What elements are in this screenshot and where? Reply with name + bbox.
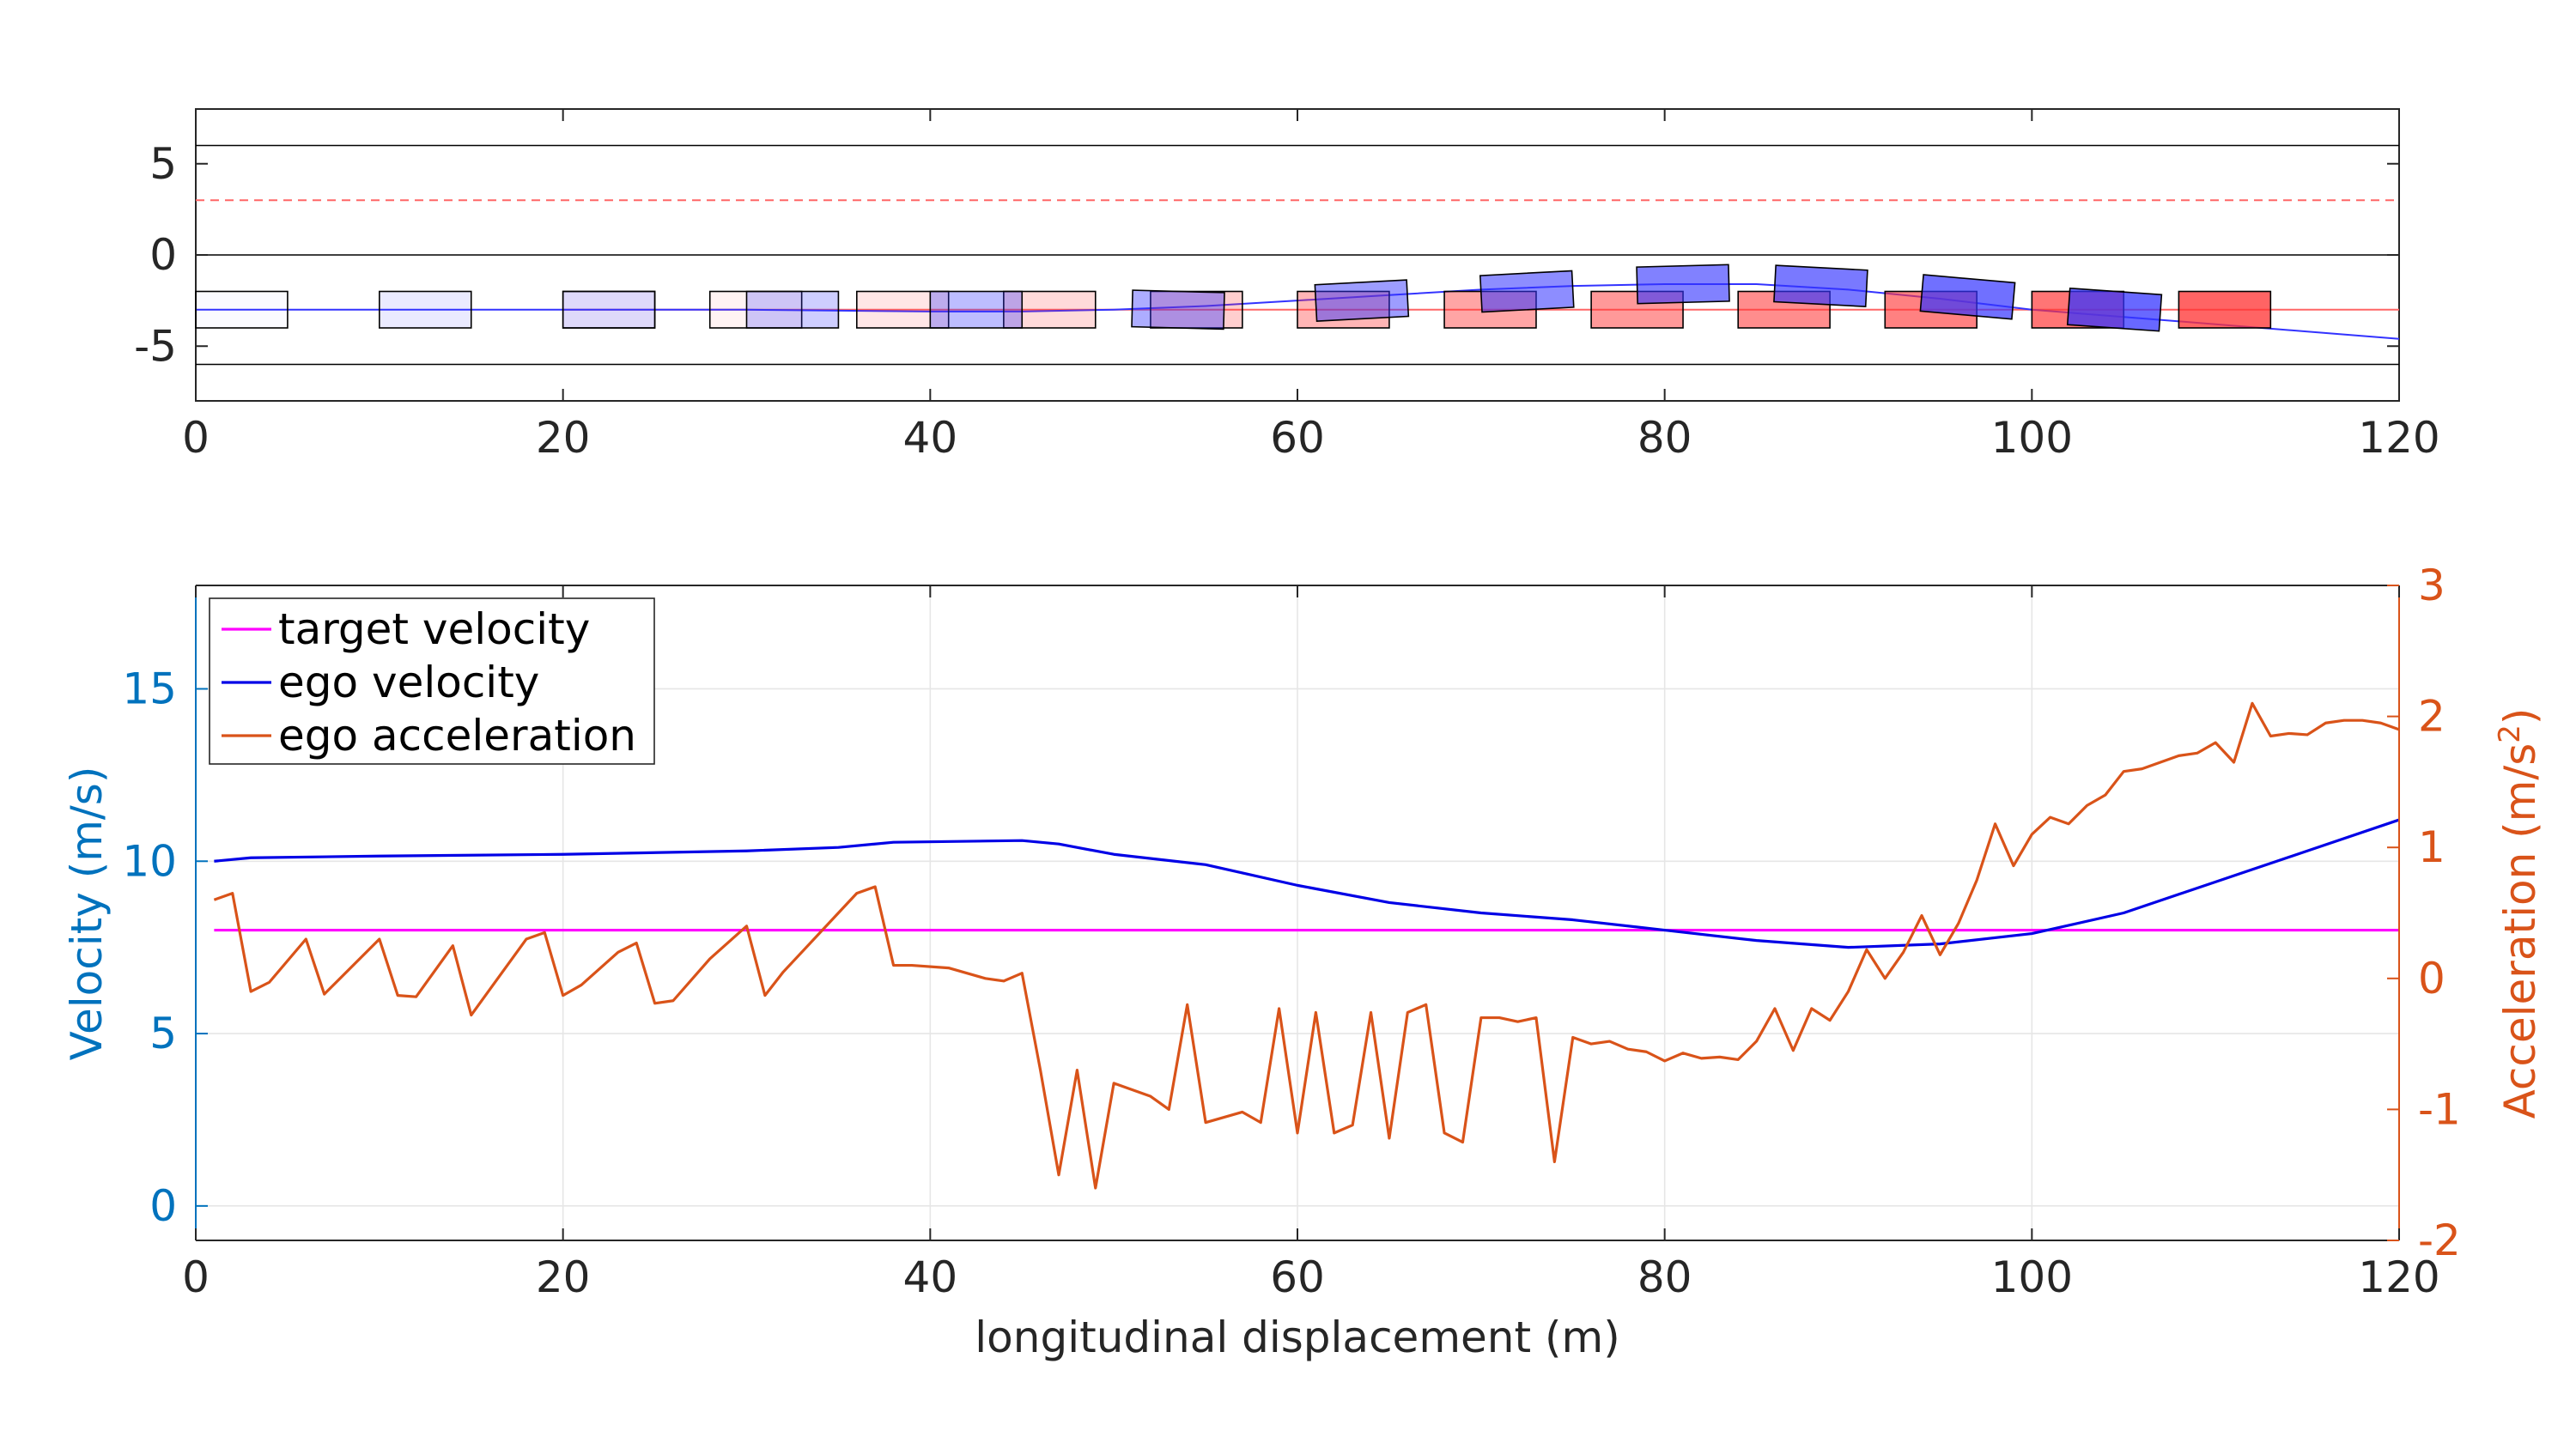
ego-vehicles [195,264,2163,332]
top-x-tick-label-3: 60 [1270,413,1325,463]
ego-vehicle-4 [929,290,1024,329]
y-tick-label-right-0: -2 [2418,1216,2461,1265]
x-tick-label-6: 120 [2358,1252,2439,1302]
y-tick-label-left-2: 10 [122,836,177,886]
y-tick-label-right-5: 3 [2418,561,2445,610]
target-vehicle-1 [708,290,803,329]
target-vehicle-5 [1297,290,1390,329]
target-vehicle-2 [855,290,950,329]
top-x-tick-label-4: 80 [1637,413,1692,463]
top-y-tick-label-0: 5 [149,139,177,189]
ego-vehicle-0 [195,290,289,329]
x-tick-label-5: 100 [1991,1252,2073,1302]
y-tick-label-left-1: 5 [149,1009,177,1058]
top-y-tick-label-2: -5 [134,321,177,371]
top-x-tick-label-6: 120 [2358,413,2439,463]
y-axis-label-right-sup: 2 [2493,724,2527,743]
top-y-tick-label-1: 0 [149,230,177,280]
ego-vehicle-3 [745,290,840,329]
ego-vehicle-7 [1479,270,1575,313]
series-line-ego-acceleration [213,701,2400,1190]
ego-vehicle-5 [1131,289,1225,330]
bottom-ticks: 0 20 40 60 80 100 120 0 5 10 15 -2 -1 0 1 2 3 [122,561,2460,1302]
y-axis-label-right-tail: ) [2495,708,2545,725]
y-tick-label-left-3: 15 [122,664,177,713]
y-tick-label-right-2: 0 [2418,954,2445,1003]
x-tick-label-4: 80 [1637,1252,1692,1302]
legend-box [209,597,655,765]
ego-vehicle-11 [2066,287,2163,332]
target-vehicle-4 [1150,290,1243,329]
top-x-tick-label-0: 0 [182,413,210,463]
x-tick-label-1: 20 [536,1252,591,1302]
y-axis-label-left: Velocity (m/s) [62,767,112,1061]
series-lines [213,701,2400,1190]
lane-lines [196,144,2399,366]
y-tick-label-right-4: 2 [2418,692,2445,742]
ego-vehicle-2 [562,290,656,329]
legend-label-1: ego velocity [278,658,539,707]
ego-vehicle-1 [379,290,472,329]
ego-vehicle-8 [1636,264,1730,305]
target-vehicles [562,290,2272,329]
ego-vehicle-9 [1773,264,1868,307]
top-x-tick-label-5: 100 [1991,413,2073,463]
target-vehicle-3 [1003,290,1097,329]
legend-label-2: ego acceleration [278,711,636,761]
x-tick-label-3: 60 [1270,1252,1325,1302]
y-tick-label-right-3: 1 [2418,822,2445,872]
x-axis-label: longitudinal displacement (m) [975,1313,1619,1362]
series-line-ego-velocity [214,818,2400,949]
top-x-tick-label-1: 20 [536,413,591,463]
x-tick-label-2: 40 [903,1252,958,1302]
y-axis-label-right: Acceleration (m/s2) [2493,708,2545,1119]
y-tick-label-left-0: 0 [149,1181,177,1231]
bottom-panel-velocity-plot: 0 20 40 60 80 100 120 0 5 10 15 -2 -1 0 1 2 3 longitudin… [62,561,2545,1362]
target-vehicle-11 [2178,290,2272,329]
y-axis-label-right-main: Acceleration (m/s [2495,743,2545,1119]
y-tick-label-right-1: -1 [2418,1084,2461,1134]
ego-vehicle-10 [1919,274,2016,320]
x-tick-label-0: 0 [182,1252,210,1302]
ego-vehicle-6 [1314,279,1410,322]
top-x-tick-label-2: 40 [903,413,958,463]
legend-label-0: target velocity [278,604,590,654]
